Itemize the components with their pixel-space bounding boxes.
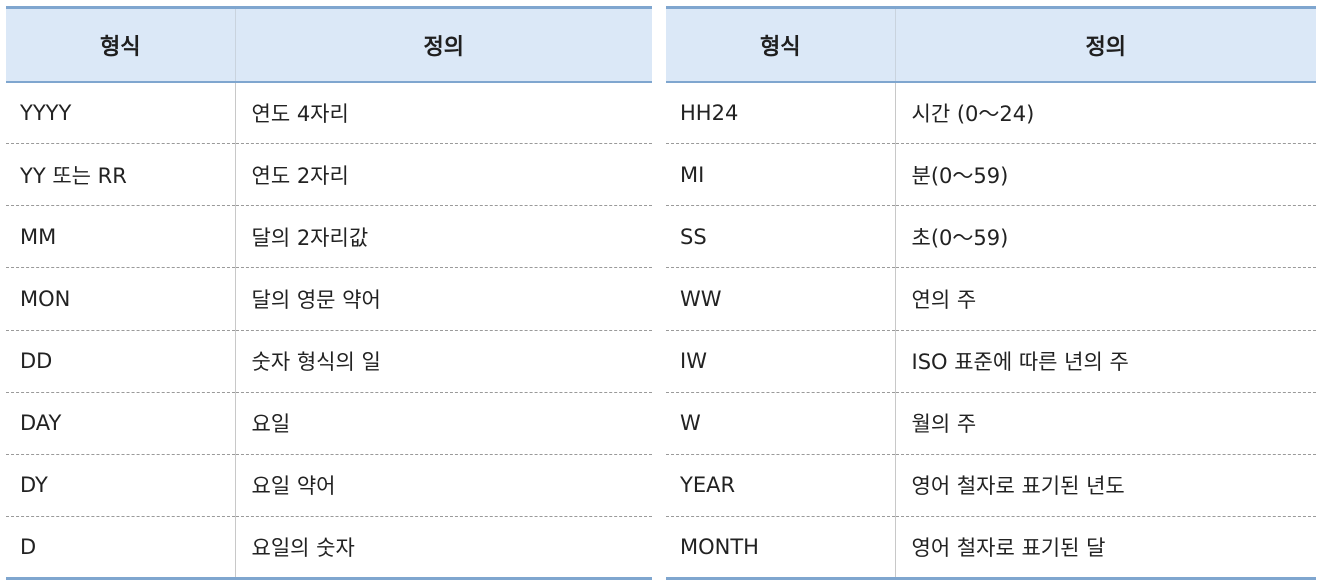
table-row: DD 숫자 형식의 일 [6,330,652,393]
definition-cell: 월의 주 [894,392,1316,455]
format-cell: DAY [6,392,235,455]
table-row: D 요일의 숫자 [6,516,652,581]
definition-cell: 초(0～59) [894,205,1316,269]
table-row: IW ISO 표준에 따른 년의 주 [666,330,1316,393]
definition-cell: 요일 [234,392,652,455]
definition-cell: 연의 주 [894,267,1316,331]
table-row: HH24 시간 (0～24) [666,81,1316,145]
table-row: YY 또는 RR 연도 2자리 [6,143,652,207]
table-row: YYYY 연도 4자리 [6,81,652,145]
column-header-format: 형식 [666,6,895,83]
format-cell: WW [666,267,895,331]
definition-cell: 영어 철자로 표기된 달 [894,516,1316,581]
definition-cell: 시간 (0～24) [894,81,1316,145]
table-row: MM 달의 2자리값 [6,205,652,269]
table-header-row: 형식 정의 [666,6,1316,83]
format-cell: SS [666,205,895,269]
format-cell: MONTH [666,516,895,581]
definition-cell: ISO 표준에 따른 년의 주 [894,330,1316,393]
table-row: YEAR 영어 철자로 표기된 년도 [666,454,1316,517]
definition-cell: 달의 영문 약어 [234,267,652,331]
format-cell: YYYY [6,81,235,145]
format-cell: DY [6,454,235,517]
format-cell: HH24 [666,81,895,145]
definition-cell: 분(0～59) [894,143,1316,207]
column-header-definition: 정의 [894,6,1316,83]
format-table-right: 형식 정의 HH24 시간 (0～24) MI 분(0～59) SS 초(0～5… [666,6,1316,581]
format-cell: MON [6,267,235,331]
table-row: DY 요일 약어 [6,454,652,517]
definition-cell: 연도 4자리 [234,81,652,145]
table-row: MONTH 영어 철자로 표기된 달 [666,516,1316,581]
table-row: MI 분(0～59) [666,143,1316,207]
definition-cell: 요일 약어 [234,454,652,517]
format-cell: YEAR [666,454,895,517]
format-cell: DD [6,330,235,393]
definition-cell: 연도 2자리 [234,143,652,207]
table-row: WW 연의 주 [666,267,1316,331]
table-row: DAY 요일 [6,392,652,455]
definition-cell: 요일의 숫자 [234,516,652,581]
format-cell: D [6,516,235,581]
definition-cell: 달의 2자리값 [234,205,652,269]
format-table-left: 형식 정의 YYYY 연도 4자리 YY 또는 RR 연도 2자리 MM 달의 … [6,6,652,581]
table-header-row: 형식 정의 [6,6,652,83]
format-cell: MI [666,143,895,207]
column-header-definition: 정의 [234,6,652,83]
format-cell: W [666,392,895,455]
table-row: SS 초(0～59) [666,205,1316,269]
table-row: W 월의 주 [666,392,1316,455]
table-row: MON 달의 영문 약어 [6,267,652,331]
format-cell: YY 또는 RR [6,143,235,207]
definition-cell: 영어 철자로 표기된 년도 [894,454,1316,517]
format-cell: MM [6,205,235,269]
column-header-format: 형식 [6,6,235,83]
format-cell: IW [666,330,895,393]
definition-cell: 숫자 형식의 일 [234,330,652,393]
